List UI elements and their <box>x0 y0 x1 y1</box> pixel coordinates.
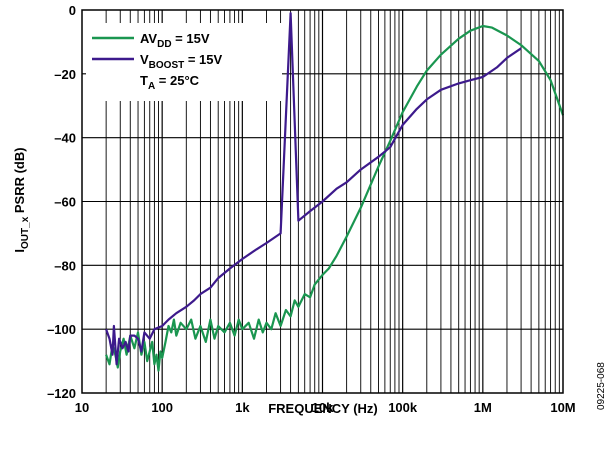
x-tick-label: 100k <box>388 400 418 415</box>
y-tick-label: 0 <box>69 3 76 18</box>
legend: AVDD = 15V VBOOST = 15V TA = 25°C <box>86 23 282 101</box>
y-tick-label: –80 <box>54 258 76 273</box>
y-tick-label: –100 <box>47 322 76 337</box>
y-tick-label: –40 <box>54 131 76 146</box>
x-tick-label: 1M <box>474 400 492 415</box>
legend-label-vboost: VBOOST = 15V <box>140 52 223 71</box>
x-tick-label: 1k <box>235 400 250 415</box>
y-axis-title: IOUT_x PSRR (dB) <box>12 147 31 252</box>
temperature-annotation: TA = 25°C <box>140 73 200 92</box>
legend-background <box>86 23 282 101</box>
x-axis-title: FREQUENCY (Hz) <box>268 401 378 416</box>
series-layer <box>105 12 565 372</box>
plot-frame <box>81 9 564 394</box>
x-tick-label: 10k <box>312 400 334 415</box>
avdd-psrr-line <box>105 24 565 372</box>
y-tick-label: –60 <box>54 195 76 210</box>
legend-label-avdd: AVDD = 15V <box>140 31 210 50</box>
vboost-psrr-line <box>105 12 522 366</box>
figure-id: 09225-068 <box>596 362 607 410</box>
y-tick-label: –20 <box>54 67 76 82</box>
tick-labels: 10 100 1k 10k 100k 1M 10M 0 –20 –40 –60 –80 –100 –120 <box>47 3 576 415</box>
y-tick-label: –120 <box>47 386 76 401</box>
x-tick-label: 10 <box>75 400 89 415</box>
x-tick-label: 10M <box>550 400 575 415</box>
x-tick-label: 100 <box>151 400 173 415</box>
